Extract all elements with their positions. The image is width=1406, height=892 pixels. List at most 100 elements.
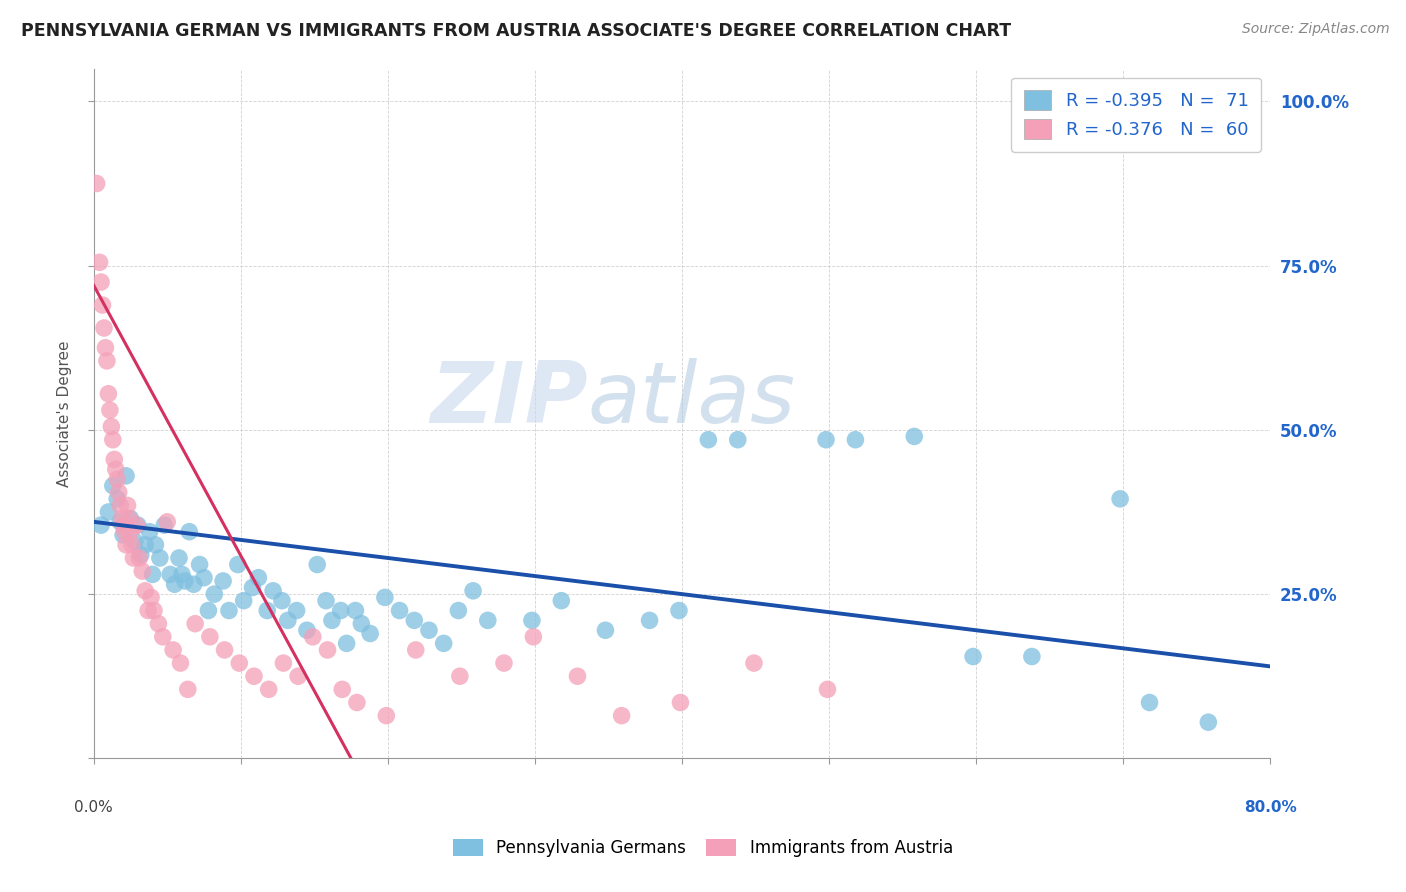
- Point: [134, 538, 156, 552]
- Point: [321, 613, 343, 627]
- Point: [418, 624, 440, 638]
- Point: [197, 603, 219, 617]
- Point: [148, 616, 170, 631]
- Point: [93, 321, 115, 335]
- Point: [183, 577, 205, 591]
- Point: [262, 583, 284, 598]
- Point: [214, 643, 236, 657]
- Point: [124, 534, 146, 549]
- Point: [129, 548, 152, 562]
- Point: [903, 429, 925, 443]
- Point: [121, 538, 143, 552]
- Point: [138, 524, 160, 539]
- Point: [159, 567, 181, 582]
- Point: [97, 505, 120, 519]
- Point: [143, 603, 166, 617]
- Point: [550, 593, 572, 607]
- Point: [610, 708, 633, 723]
- Point: [179, 524, 201, 539]
- Point: [668, 603, 690, 617]
- Point: [94, 341, 117, 355]
- Point: [108, 515, 131, 529]
- Text: PENNSYLVANIA GERMAN VS IMMIGRANTS FROM AUSTRIA ASSOCIATE'S DEGREE CORRELATION CH: PENNSYLVANIA GERMAN VS IMMIGRANTS FROM A…: [21, 22, 1011, 40]
- Point: [1139, 696, 1161, 710]
- Point: [131, 564, 153, 578]
- Point: [152, 630, 174, 644]
- Point: [198, 630, 221, 644]
- Legend: Pennsylvania Germans, Immigrants from Austria: Pennsylvania Germans, Immigrants from Au…: [444, 831, 962, 866]
- Point: [193, 571, 215, 585]
- Point: [228, 656, 250, 670]
- Point: [742, 656, 765, 670]
- Point: [97, 386, 120, 401]
- Point: [295, 624, 318, 638]
- Point: [344, 603, 367, 617]
- Point: [86, 177, 108, 191]
- Point: [350, 616, 373, 631]
- Text: 80.0%: 80.0%: [1244, 800, 1296, 814]
- Point: [128, 551, 150, 566]
- Point: [118, 511, 141, 525]
- Point: [520, 613, 543, 627]
- Point: [1109, 491, 1132, 506]
- Point: [447, 603, 470, 617]
- Point: [218, 603, 240, 617]
- Point: [307, 558, 329, 572]
- Point: [112, 518, 135, 533]
- Point: [125, 518, 148, 533]
- Point: [153, 518, 176, 533]
- Point: [108, 499, 131, 513]
- Point: [271, 593, 294, 607]
- Text: 0.0%: 0.0%: [75, 800, 112, 814]
- Point: [91, 298, 114, 312]
- Point: [167, 551, 190, 566]
- Point: [170, 567, 193, 582]
- Point: [122, 551, 145, 566]
- Point: [329, 603, 352, 617]
- Point: [285, 603, 308, 617]
- Point: [461, 583, 484, 598]
- Point: [103, 452, 125, 467]
- Point: [104, 462, 127, 476]
- Point: [145, 538, 167, 552]
- Point: [163, 577, 186, 591]
- Point: [1197, 715, 1219, 730]
- Point: [98, 403, 121, 417]
- Point: [405, 643, 427, 657]
- Point: [162, 643, 184, 657]
- Point: [114, 524, 136, 539]
- Point: [404, 613, 426, 627]
- Point: [115, 468, 138, 483]
- Point: [273, 656, 295, 670]
- Point: [100, 419, 122, 434]
- Point: [330, 682, 353, 697]
- Point: [226, 558, 249, 572]
- Point: [359, 626, 381, 640]
- Point: [287, 669, 309, 683]
- Point: [111, 511, 134, 525]
- Point: [638, 613, 661, 627]
- Point: [522, 630, 544, 644]
- Point: [141, 567, 163, 582]
- Point: [184, 616, 207, 631]
- Point: [962, 649, 984, 664]
- Point: [134, 583, 156, 598]
- Point: [727, 433, 749, 447]
- Point: [242, 581, 264, 595]
- Point: [112, 528, 135, 542]
- Text: ZIP: ZIP: [430, 359, 588, 442]
- Point: [188, 558, 211, 572]
- Point: [120, 524, 142, 539]
- Point: [567, 669, 589, 683]
- Point: [202, 587, 225, 601]
- Point: [105, 491, 128, 506]
- Point: [232, 593, 254, 607]
- Point: [173, 574, 195, 588]
- Point: [697, 433, 720, 447]
- Point: [101, 479, 124, 493]
- Point: [212, 574, 235, 588]
- Point: [89, 255, 111, 269]
- Point: [256, 603, 278, 617]
- Point: [1021, 649, 1043, 664]
- Point: [105, 472, 128, 486]
